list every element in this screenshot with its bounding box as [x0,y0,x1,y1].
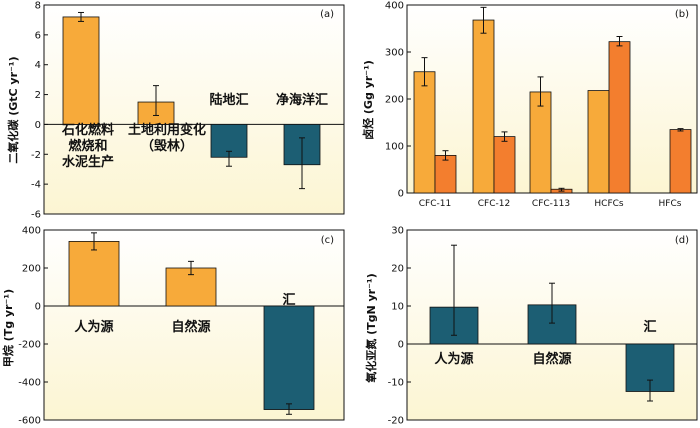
bar-label: 土地利用变化 [128,122,206,138]
bar-label: 人为源 [434,351,473,367]
y-tick-label: 8 [35,1,41,12]
bar-label: （毁林） [141,138,193,154]
panel-b-title: (b) [675,9,689,20]
bar [529,91,552,194]
panel-a-ylabel: 二氧化碳 (GtC yr⁻¹) [6,56,20,163]
bar-label: 陆地汇 [209,92,248,108]
x-tick-label: HFCs [659,199,682,209]
y-tick-label: 20 [391,264,404,275]
y-tick-label: -20 [388,416,404,427]
x-tick-label: HCFCs [594,199,624,209]
x-tick-label: CFC-12 [478,199,510,209]
bar [62,16,100,125]
y-tick-label: 400 [385,1,404,12]
panel-d-title: (d) [675,235,689,246]
bar [413,71,436,194]
panel-d: (d) 氧化亚氮 (TgN yr⁻¹) -20 -10 0 10 20 30 人为源 自然源… [364,226,698,427]
panel-b-bars: CFC-11 CFC-12 CFC-113 HCFCs HFCs [413,6,692,209]
y-tick-label: -600 [18,416,41,427]
panel-a: (a) 二氧化碳 (GtC yr⁻¹) -6 -4 -2 0 2 4 6 8 石化燃料燃烧和水… [6,1,345,221]
y-tick-label: 0 [35,120,41,131]
panel-c: (c) 甲烷 (Tg yr⁻¹) -600 -400 -200 0 200 400 人为源… [1,226,345,427]
y-tick-label: 100 [385,142,404,153]
bar [472,19,495,194]
y-tick-label: -4 [31,180,41,191]
y-tick-label: -200 [18,340,41,351]
y-tick-label: -2 [31,150,41,161]
bar [263,305,315,410]
bar [669,129,692,194]
panel-b-y-axis: 0 100 200 300 400 [385,1,411,200]
y-tick-label: -400 [18,378,41,389]
bar [493,136,516,194]
panel-c-ylabel: 甲烷 (Tg yr⁻¹) [1,289,15,367]
panel-b-ylabel: 卤烃 (Gg yr⁻¹) [361,60,375,140]
y-tick-label: 200 [22,264,41,275]
bar-label: 水泥生产 [62,154,114,170]
bar-label: 汇 [282,293,295,308]
bar-label: 汇 [643,320,656,335]
y-tick-label: 0 [398,189,404,200]
y-tick-label: 10 [391,302,404,313]
x-tick-label: CFC-11 [419,199,451,209]
bar [608,41,631,194]
panel-d-bars: 人为源 自然源 汇 [429,244,675,402]
y-tick-label: 300 [385,48,404,59]
bar-label: 自然源 [171,319,210,335]
y-tick-label: 4 [35,60,41,71]
y-tick-label: 0 [398,340,404,351]
bar-label: 石化燃料 [61,122,114,138]
panel-a-y-axis: -6 -4 -2 0 2 4 6 8 [31,1,344,221]
bar-label: 燃烧和 [68,138,107,154]
y-tick-label: 0 [35,302,41,313]
bar-label: 自然源 [532,351,571,367]
y-tick-label: 400 [22,226,41,237]
y-tick-label: 6 [35,30,41,41]
y-tick-label: 30 [391,226,404,237]
y-tick-label: -6 [31,210,41,221]
bar [68,240,120,307]
panel-a-title: (a) [320,9,334,20]
y-tick-label: -10 [388,378,404,389]
bar-label: 净海洋汇 [276,92,328,108]
x-tick-label: CFC-113 [532,199,570,209]
y-tick-label: 2 [35,90,41,101]
bar [587,90,610,194]
panel-d-ylabel: 氧化亚氮 (TgN yr⁻¹) [364,273,378,384]
panel-c-title: (c) [321,235,334,246]
bar-label: 人为源 [74,319,113,335]
y-tick-label: 200 [385,95,404,106]
panel-c-bars: 人为源 自然源 汇 [68,232,315,415]
bar [434,154,457,194]
